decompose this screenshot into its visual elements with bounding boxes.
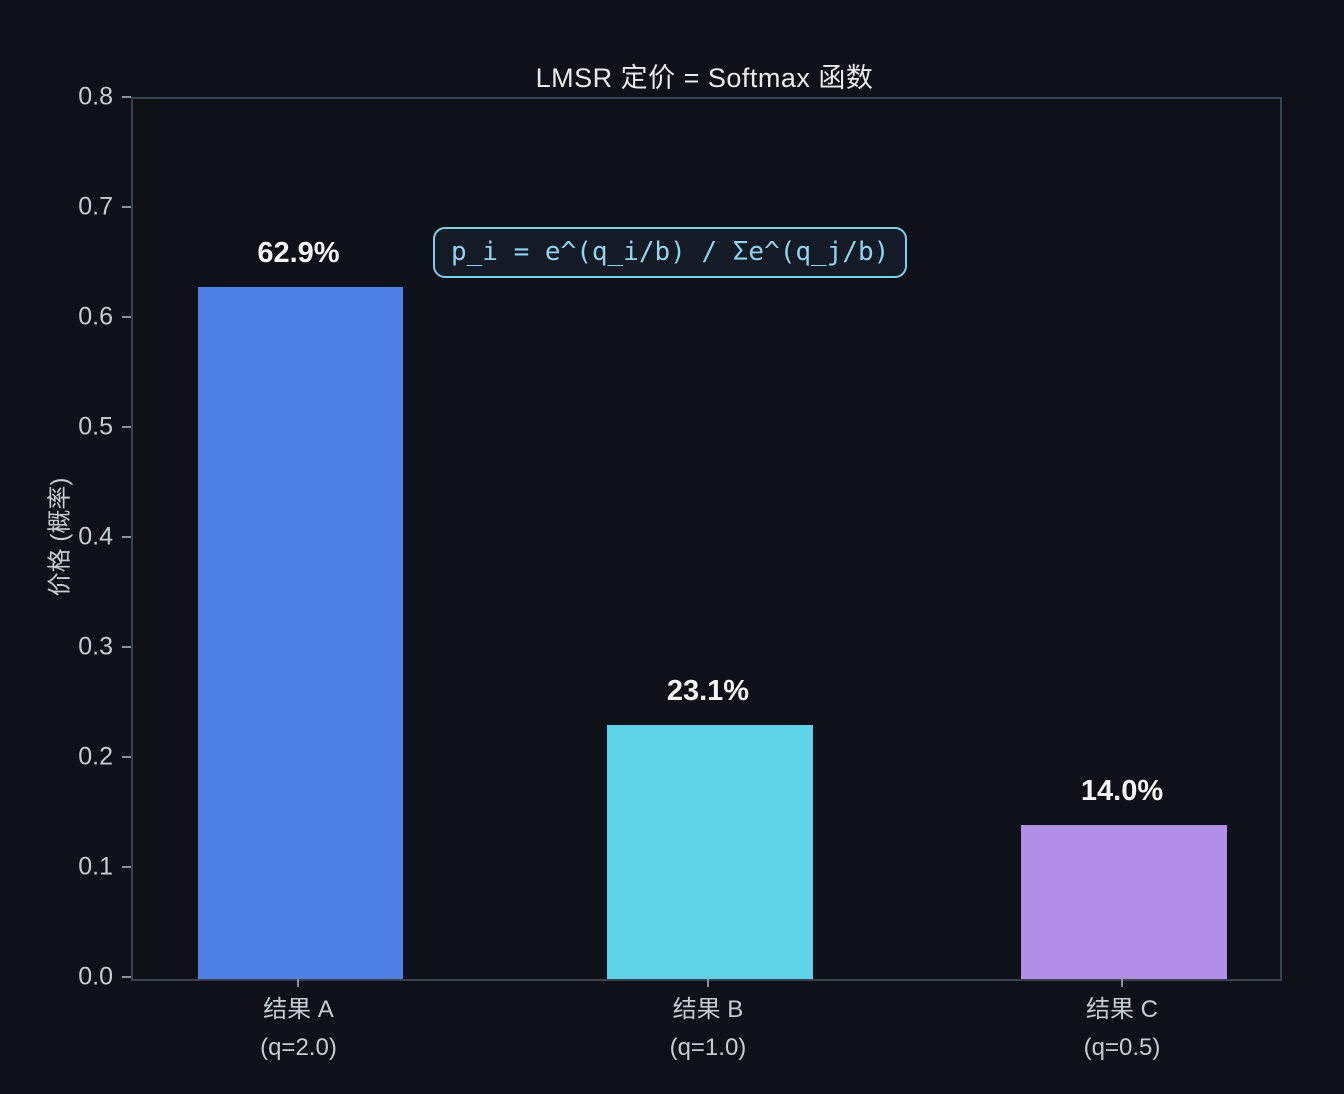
category-sublabel: (q=2.0): [260, 1034, 337, 1062]
formula-annotation: p_i = e^(q_i/b) / Σe^(q_j/b): [433, 227, 908, 278]
bar-value-label: 14.0%: [1080, 775, 1164, 807]
chart-title: LMSR 定价 = Softmax 函数: [535, 63, 874, 93]
bar-3: [1021, 825, 1227, 979]
y-tick-label: 0.7: [78, 192, 113, 221]
y-tick-mark: [122, 756, 131, 758]
y-tick-label: 0.3: [78, 632, 113, 661]
bar-1: [197, 287, 404, 979]
y-tick-mark: [122, 976, 131, 978]
y-tick-label: 0.2: [78, 742, 113, 771]
x-tick-mark: [297, 979, 300, 987]
category-sublabel: (q=0.5): [1083, 1034, 1161, 1062]
category-label: 结果 C: [1086, 996, 1158, 1023]
y-tick-label: 0.4: [78, 522, 113, 551]
y-tick-label: 0.1: [78, 852, 113, 881]
y-tick-mark: [122, 536, 131, 538]
y-tick-label: 0.6: [78, 302, 113, 331]
y-tick-label: 0.5: [78, 412, 113, 441]
plot-area: p_i = e^(q_i/b) / Σe^(q_j/b): [131, 97, 1282, 981]
y-tick-mark: [122, 96, 131, 98]
bar-value-label: 62.9%: [257, 237, 340, 270]
category-label: 结果 B: [672, 996, 744, 1023]
bar-2: [607, 724, 813, 979]
y-tick-mark: [122, 206, 131, 208]
x-tick-label: 结果 C (q=0.5): [1084, 991, 1161, 1068]
x-tick-label: 结果 A (q=2.0): [260, 991, 337, 1068]
y-tick-mark: [122, 426, 131, 428]
y-tick-label: 0.8: [78, 82, 113, 111]
x-tick-mark: [1121, 979, 1123, 987]
x-tick-label: 结果 B (q=1.0): [670, 991, 747, 1068]
category-label: 结果 A: [263, 996, 334, 1023]
y-tick-mark: [122, 646, 131, 648]
x-tick-mark: [706, 979, 709, 987]
bar-value-label: 23.1%: [666, 674, 750, 707]
y-tick-mark: [122, 316, 131, 318]
y-tick-label: 0.0: [78, 962, 113, 991]
y-tick-mark: [122, 866, 131, 868]
category-sublabel: (q=1.0): [669, 1034, 747, 1062]
